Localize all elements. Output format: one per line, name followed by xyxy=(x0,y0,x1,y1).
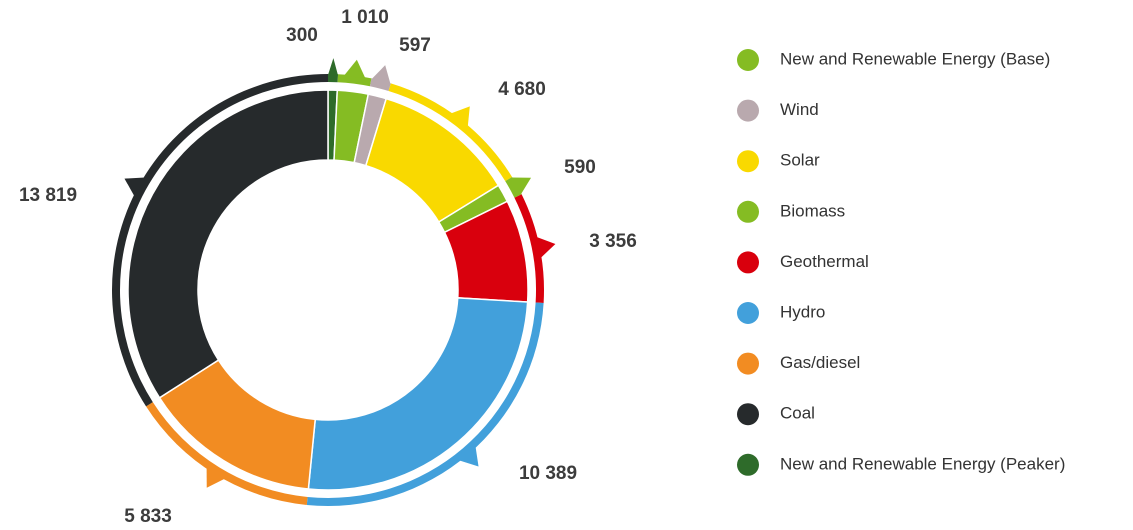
outer-ring-segment xyxy=(111,74,329,407)
value-label: 590 xyxy=(564,157,596,178)
value-label: 3 356 xyxy=(589,231,637,252)
legend-swatch xyxy=(737,352,759,375)
outer-ring-segment xyxy=(328,74,339,83)
value-label: 4 680 xyxy=(498,79,546,100)
legend-swatch xyxy=(737,302,759,324)
legend-label: Hydro xyxy=(780,302,825,321)
donut-segment xyxy=(307,297,529,491)
value-label: 10 389 xyxy=(519,463,577,484)
callout-pointer xyxy=(206,467,225,488)
callout-pointer xyxy=(459,446,479,467)
callout-pointer xyxy=(328,58,338,76)
outer-ring-segment xyxy=(388,83,513,182)
outer-ring-segment xyxy=(514,194,544,304)
callout-pointer xyxy=(371,65,391,85)
legend-label: Geothermal xyxy=(780,252,869,271)
value-label: 1 010 xyxy=(341,7,389,28)
callout-pointer xyxy=(124,177,145,197)
legend-swatch xyxy=(737,99,759,122)
legend-label: Solar xyxy=(780,151,820,170)
legend-swatch xyxy=(737,150,759,173)
legend-label: Gas/diesel xyxy=(780,353,860,372)
value-label: 5 833 xyxy=(124,506,172,527)
value-label: 300 xyxy=(286,25,318,46)
legend-swatch xyxy=(737,49,759,71)
callout-pointer xyxy=(511,177,532,195)
legend-label: New and Renewable Energy (Peaker) xyxy=(780,454,1065,473)
callout-pointer xyxy=(536,236,556,258)
callout-pointer xyxy=(344,59,366,79)
legend-swatch xyxy=(737,403,759,426)
outer-ring-segment xyxy=(505,176,522,198)
legend-label: Coal xyxy=(780,404,815,423)
legend-swatch xyxy=(737,251,759,274)
value-label: 13 819 xyxy=(19,185,77,206)
value-label: 597 xyxy=(399,35,431,56)
legend-label: New and Renewable Energy (Base) xyxy=(780,49,1050,68)
legend-swatch xyxy=(737,453,759,476)
legend-label: Biomass xyxy=(780,201,845,220)
legend-swatch xyxy=(737,200,759,223)
donut-segment xyxy=(127,89,329,399)
outer-ring-segment xyxy=(369,78,391,92)
legend-label: Wind xyxy=(780,100,819,119)
callout-pointer xyxy=(450,106,470,127)
